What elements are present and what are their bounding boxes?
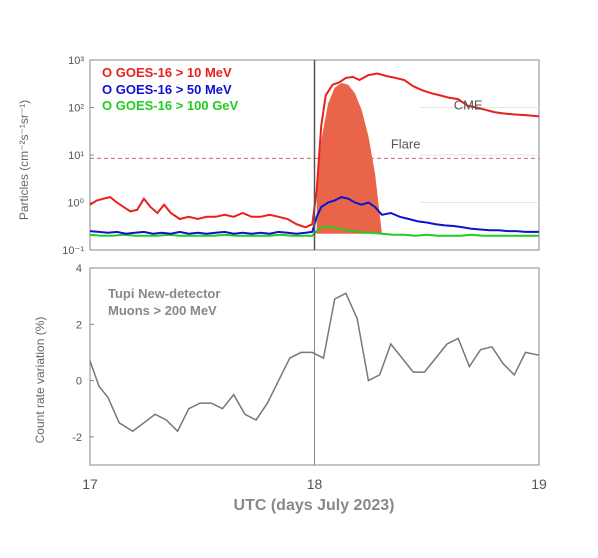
bottom-x-ticks: 17 18 19 <box>82 460 547 492</box>
flare-region <box>316 82 382 234</box>
bottom-x-tick-label: 17 <box>82 476 98 492</box>
legend-entry-50mev: O GOES-16 > 50 MeV <box>102 82 232 97</box>
bottom-y-tick-label: 2 <box>76 319 82 331</box>
legend-entry-100gev: O GOES-16 > 100 GeV <box>102 98 239 113</box>
annotation-flare: Flare <box>391 136 421 151</box>
annotation-detector: Tupi New-detector <box>108 286 220 301</box>
bottom-y-axis-label: Count rate variation (%) <box>33 317 47 444</box>
bottom-panel: -2 0 2 4 17 18 19 Tupi New-detector Muons > 2… <box>33 263 547 514</box>
annotation-muons: Muons > 200 MeV <box>108 303 217 318</box>
top-y-tick-label: 10² <box>68 103 84 115</box>
series-line-10mev <box>89 72 540 229</box>
bottom-x-tick-label: 18 <box>307 476 323 492</box>
top-y-axis-label: Particles (cm⁻²s⁻¹sr⁻¹) <box>17 100 31 220</box>
bottom-y-tick-label: -2 <box>72 432 82 444</box>
legend-entry-10mev: O GOES-16 > 10 MeV <box>102 65 232 80</box>
series-line-50mev <box>89 196 539 235</box>
bottom-y-tick-label: 0 <box>76 376 82 388</box>
bottom-y-ticks: -2 0 2 4 <box>72 263 94 444</box>
top-y-tick-label: 10⁻¹ <box>62 245 84 257</box>
annotation-cme: CME <box>454 98 483 113</box>
series-line-100gev <box>89 224 539 237</box>
x-axis-label: UTC (days July 2023) <box>234 497 395 514</box>
top-y-tick-label: 10⁰ <box>67 198 84 210</box>
muon-series-line <box>89 292 540 433</box>
bottom-y-tick-label: 4 <box>76 263 82 275</box>
top-panel: 10⁻¹ 10⁰ 10¹ 10² 10³ O GOES-16 > 10 MeV O GO… <box>17 55 540 257</box>
top-y-tick-label: 10¹ <box>68 150 84 162</box>
top-y-tick-label: 10³ <box>68 55 84 67</box>
bottom-x-tick-label: 19 <box>531 476 547 492</box>
